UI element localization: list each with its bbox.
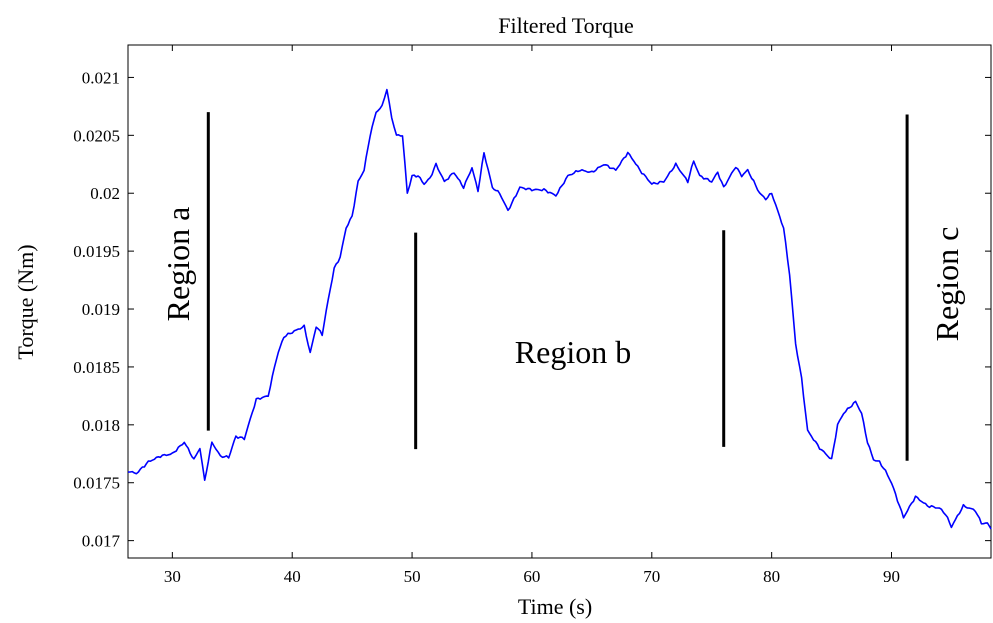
y-tick-label: 0.018 — [82, 416, 120, 435]
region-boundary-lines — [206, 112, 909, 461]
x-axis: 30 40 50 60 70 80 90 — [164, 45, 900, 586]
series-line-filtered-torque — [127, 88, 992, 530]
y-tick-label: 0.019 — [82, 300, 120, 319]
x-tick-label: 80 — [763, 567, 780, 586]
x-axis-label: Time (s) — [518, 594, 592, 619]
region-c-label: Region c — [929, 227, 965, 342]
x-tick-label: 90 — [883, 567, 900, 586]
y-tick-label: 0.0205 — [73, 126, 120, 145]
y-tick-label: 0.0185 — [73, 358, 120, 377]
y-tick-label: 0.0175 — [73, 474, 120, 493]
y-axis: 0.017 0.0175 0.018 0.0185 0.019 0.0195 0.02 0.0… — [73, 68, 991, 551]
y-axis-label: Torque (Nm) — [13, 244, 38, 359]
plot-frame — [127, 44, 992, 559]
y-tick-label: 0.0195 — [73, 242, 120, 261]
region-b-label: Region b — [515, 334, 631, 370]
x-tick-label: 60 — [523, 567, 540, 586]
plot-area: 30 40 50 60 70 80 90 0.0170.01750.0180.01850.0… — [73, 44, 992, 586]
x-tick-label: 30 — [164, 567, 181, 586]
x-tick-label: 40 — [284, 567, 301, 586]
y-tick-label: 0.02 — [90, 184, 120, 203]
y-tick-label: 0.017 — [82, 532, 121, 551]
region-a-label: Region a — [160, 207, 196, 322]
x-tick-label: 70 — [643, 567, 660, 586]
x-tick-label: 50 — [404, 567, 421, 586]
y-tick-label: 0.021 — [82, 68, 120, 87]
chart-title: Filtered Torque — [498, 13, 634, 38]
